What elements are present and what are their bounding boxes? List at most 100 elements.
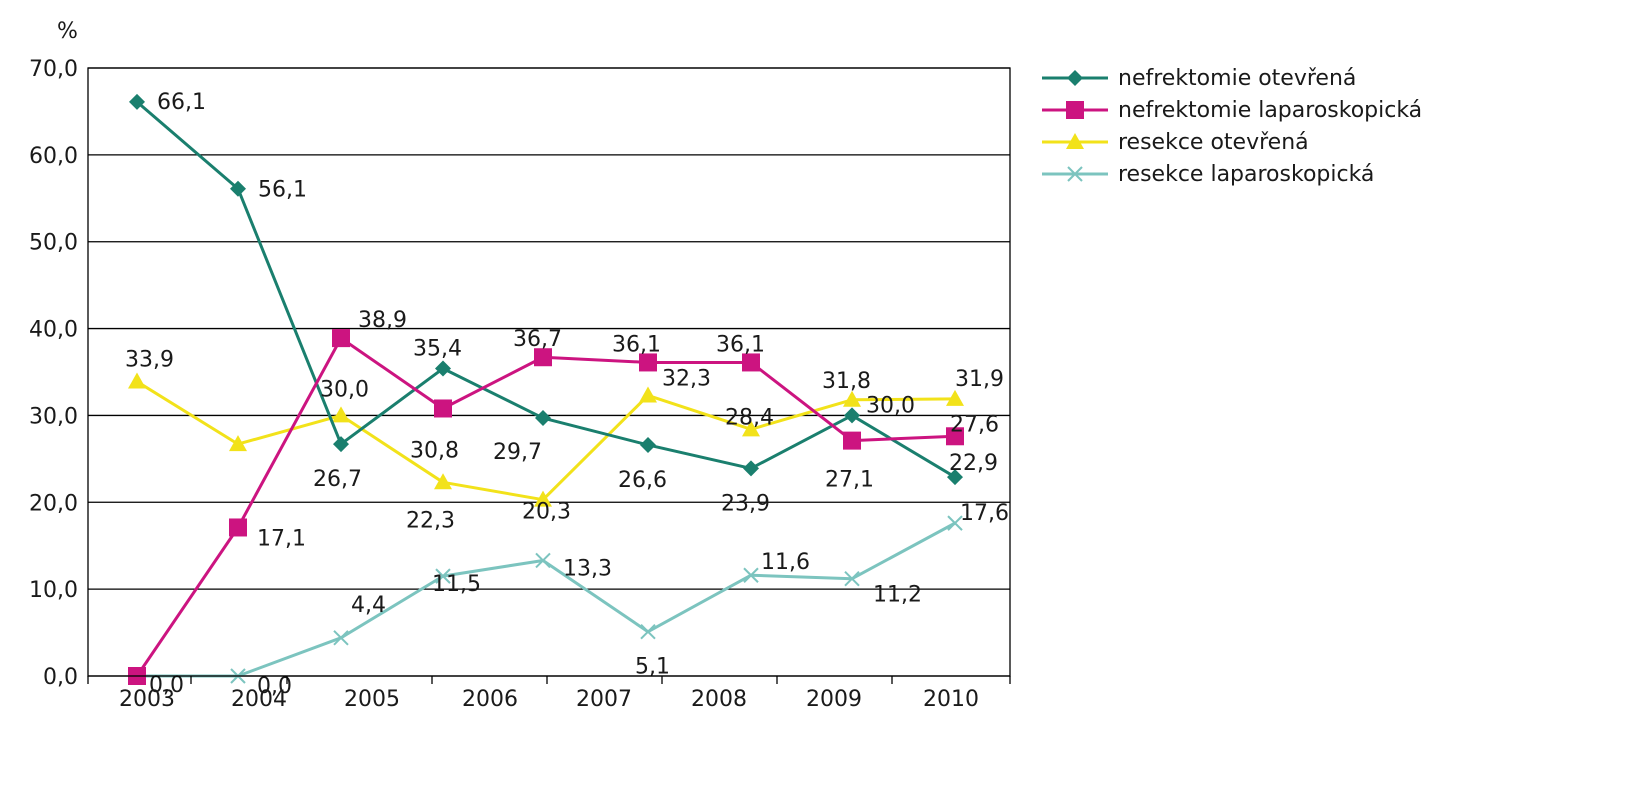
data-label: 56,1 [258, 178, 307, 203]
x-tick-label: 2007 [576, 687, 632, 712]
axes: 0,0 10,0 20,0 30,0 40,0 50,0 60,0 70,0 2003 2004 2… [29, 57, 1011, 712]
data-label: 30,0 [866, 393, 915, 418]
data-label: 0,0 [149, 673, 184, 698]
data-label: 27,1 [825, 468, 874, 493]
legend-marker [1066, 133, 1084, 149]
y-tick-label: 20,0 [29, 491, 78, 516]
marker-stroke [640, 623, 656, 640]
legend-marker [1066, 101, 1084, 119]
legend-label: nefrektomie otevřená [1118, 66, 1356, 91]
legend: nefrektomie otevřená nefrektomie laparosk… [1042, 66, 1422, 187]
data-label: 31,8 [822, 369, 871, 394]
data-point [946, 427, 964, 446]
data-label: 27,6 [950, 412, 999, 437]
y-tick-label: 0,0 [43, 665, 78, 690]
x-tick-label: 2008 [691, 687, 747, 712]
series-triangle [128, 372, 964, 507]
legend-label: nefrektomie laparoskopická [1118, 98, 1422, 123]
data-label: 35,4 [413, 337, 462, 362]
data-label: 30,0 [320, 377, 369, 402]
data-point [128, 372, 146, 389]
marker-stroke [844, 571, 860, 587]
data-label: 32,3 [662, 366, 711, 391]
legend-item: resekce otevřená [1042, 130, 1309, 155]
data-label: 0,0 [257, 674, 292, 699]
marker-stroke [333, 630, 349, 646]
y-tick-label: 10,0 [29, 578, 78, 603]
marker-stroke [435, 568, 451, 584]
marker-stroke [1067, 166, 1083, 182]
data-label: 17,1 [257, 526, 306, 551]
data-label: 38,9 [358, 308, 407, 333]
legend-label: resekce otevřená [1118, 130, 1309, 155]
series-diamond [129, 93, 963, 486]
data-label: 33,9 [125, 348, 174, 373]
data-point [434, 473, 452, 490]
data-label: 28,4 [725, 405, 774, 430]
data-point [843, 390, 861, 407]
data-label: 11,6 [761, 550, 810, 575]
y-tick-label: 60,0 [29, 144, 78, 169]
data-label: 22,9 [949, 451, 998, 476]
data-label: 17,6 [960, 501, 1009, 526]
data-point [535, 410, 551, 427]
legend-marker [1067, 166, 1083, 182]
marker-stroke [535, 552, 551, 569]
x-tick-label: 2010 [923, 687, 979, 712]
data-point [230, 180, 246, 197]
data-point [640, 623, 656, 640]
data-label: 11,5 [432, 572, 481, 597]
data-point [333, 436, 349, 453]
data-point [229, 518, 247, 537]
y-axis-unit: % [57, 19, 78, 44]
data-point [639, 353, 657, 372]
data-label: 4,4 [351, 593, 386, 618]
data-label: 26,7 [313, 467, 362, 492]
y-tick-label: 30,0 [29, 404, 78, 429]
legend-marker [1067, 70, 1083, 86]
data-point [743, 460, 759, 477]
series-square [128, 329, 964, 685]
x-tick-label: 2009 [806, 687, 862, 712]
data-label: 20,3 [522, 500, 571, 525]
data-point [534, 490, 552, 507]
data-point [742, 420, 760, 437]
data-label: 30,8 [410, 438, 459, 463]
data-point [332, 329, 350, 348]
marker-stroke [947, 515, 963, 531]
data-point [743, 567, 759, 583]
data-label: 31,9 [955, 367, 1004, 392]
series-x [129, 515, 963, 684]
plot-frame [87, 67, 1011, 677]
data-label: 26,6 [618, 468, 667, 493]
data-point [844, 571, 860, 587]
data-point [946, 389, 964, 406]
data-label: 13,3 [563, 556, 612, 581]
legend-label: resekce laparoskopická [1118, 162, 1374, 187]
data-label: 23,9 [721, 491, 770, 516]
data-point [435, 360, 451, 377]
data-point [947, 469, 963, 486]
x-tick-label: 2005 [344, 687, 400, 712]
data-point [229, 435, 247, 452]
data-label: 36,1 [612, 332, 661, 357]
x-tick-label: 2006 [462, 687, 518, 712]
y-tick-label: 50,0 [29, 231, 78, 256]
data-point [333, 630, 349, 646]
data-point [947, 515, 963, 531]
data-point [332, 406, 350, 423]
legend-item: nefrektomie laparoskopická [1042, 98, 1422, 123]
data-label: 11,2 [873, 583, 922, 608]
data-label: 36,7 [513, 327, 562, 352]
data-label: 29,7 [493, 440, 542, 465]
data-label: 66,1 [157, 90, 206, 115]
data-point [640, 436, 656, 453]
data-point [844, 407, 860, 424]
data-point [639, 386, 657, 403]
data-point [535, 552, 551, 569]
y-tick-label: 40,0 [29, 318, 78, 343]
data-point [435, 568, 451, 584]
data-point [843, 431, 861, 450]
y-tick-label: 70,0 [29, 57, 78, 82]
